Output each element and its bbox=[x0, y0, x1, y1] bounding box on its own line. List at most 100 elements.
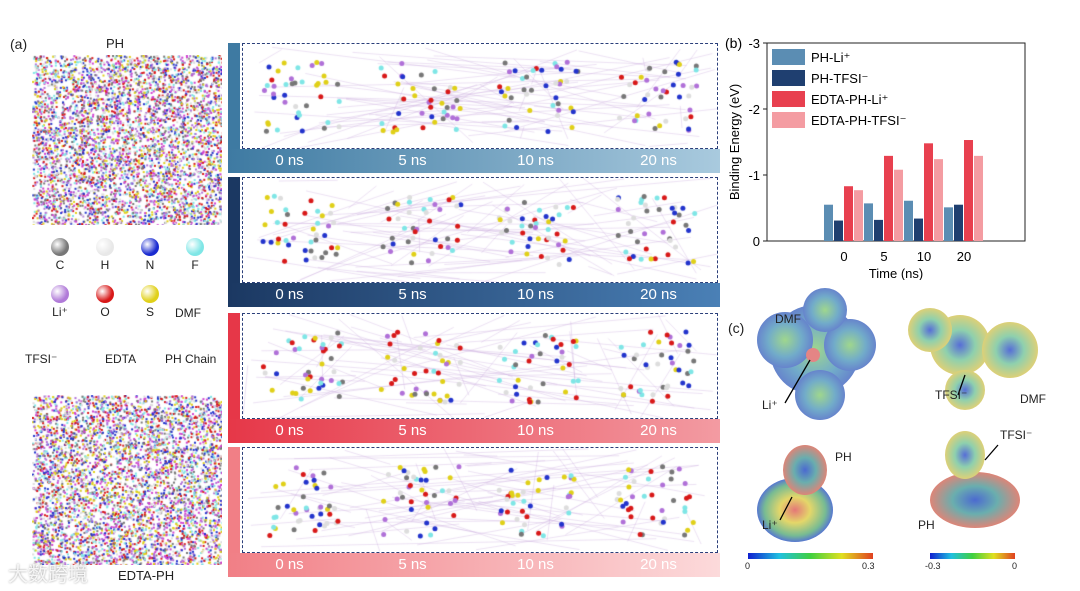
md-snapshot-row: 0 ns 5 ns 10 ns 20 ns bbox=[228, 177, 720, 307]
time-label: 10 ns bbox=[474, 553, 597, 577]
atom-ball-icon bbox=[96, 285, 114, 303]
bar bbox=[894, 170, 903, 241]
legend-label: PH-TFSI⁻ bbox=[811, 71, 868, 86]
md-snapshot-row: 0 ns 5 ns 10 ns 20 ns bbox=[228, 43, 720, 173]
binding-energy-chart: (b) 0 -1 -2 -3 0 5 10 20 Time (ns) Binding Energy … bbox=[725, 30, 1045, 280]
legend-label: EDTA-PH-Li⁺ bbox=[811, 92, 888, 107]
bar bbox=[904, 201, 913, 241]
annotation-ph: PH bbox=[835, 450, 852, 464]
annotation-tfsi: TFSI⁻ bbox=[935, 388, 967, 402]
x-tick-label: 10 bbox=[917, 249, 931, 264]
time-label: 0 ns bbox=[228, 283, 351, 307]
time-label: 20 ns bbox=[597, 149, 720, 173]
atom-ball-icon bbox=[96, 238, 114, 256]
annotation-li-2: Li⁺ bbox=[762, 518, 778, 532]
atom-ball-icon bbox=[141, 238, 159, 256]
atom-legend-item: C bbox=[40, 238, 80, 272]
molecule-label: EDTA bbox=[105, 352, 136, 366]
time-label: 10 ns bbox=[474, 419, 597, 443]
time-label: 10 ns bbox=[474, 283, 597, 307]
time-label: 20 ns bbox=[597, 553, 720, 577]
edta-ph-simulation-box bbox=[32, 395, 222, 565]
ph-simulation-box bbox=[32, 55, 222, 225]
annotation-ph-2: PH bbox=[918, 518, 935, 532]
colorbar-right bbox=[930, 553, 1015, 559]
colorbar-left-max: 0.3 bbox=[862, 561, 875, 571]
md-snapshot-row: 0 ns 5 ns 10 ns 20 ns bbox=[228, 313, 720, 443]
atom-legend-item: F bbox=[175, 238, 215, 272]
atom-label: H bbox=[101, 258, 110, 272]
y-tick-label: -2 bbox=[748, 102, 760, 117]
molecule-label: TFSI⁻ bbox=[25, 352, 57, 366]
legend-label: EDTA-PH-TFSI⁻ bbox=[811, 113, 906, 128]
bar bbox=[864, 203, 873, 241]
x-tick-label: 20 bbox=[957, 249, 971, 264]
bar bbox=[854, 190, 863, 241]
atom-legend-item: S bbox=[130, 285, 170, 319]
snapshot-frame bbox=[242, 447, 718, 553]
bar bbox=[964, 140, 973, 241]
annotation-tfsi-2: TFSI⁻ bbox=[1000, 428, 1032, 442]
atom-legend-item: N bbox=[130, 238, 170, 272]
y-axis-label: Binding Energy (eV) bbox=[727, 84, 742, 200]
legend-label: PH-Li⁺ bbox=[811, 50, 850, 65]
x-tick-label: 5 bbox=[880, 249, 887, 264]
atom-label: C bbox=[56, 258, 65, 272]
atom-ball-icon bbox=[51, 238, 69, 256]
time-label: 0 ns bbox=[228, 553, 351, 577]
esp-ph-tfsi bbox=[930, 431, 1020, 528]
time-label: 20 ns bbox=[597, 283, 720, 307]
esp-tfsi-dmf bbox=[908, 308, 1038, 410]
snapshot-frame bbox=[242, 43, 718, 149]
y-tick-label: -3 bbox=[748, 36, 760, 51]
y-tick-label: 0 bbox=[753, 234, 760, 249]
x-tick-label: 0 bbox=[840, 249, 847, 264]
bar bbox=[944, 207, 953, 241]
atom-legend-item: O bbox=[85, 285, 125, 319]
time-label: 5 ns bbox=[351, 553, 474, 577]
edta-ph-box-title: EDTA-PH bbox=[118, 568, 174, 583]
watermark: 大数跨境 bbox=[8, 558, 88, 587]
ph-box-title: PH bbox=[106, 36, 124, 51]
legend-swatch bbox=[772, 70, 805, 86]
molecule-label: DMF bbox=[175, 306, 201, 320]
colorbar-left-min: 0 bbox=[745, 561, 750, 571]
colorbar-right-max: 0 bbox=[1012, 561, 1017, 571]
bar bbox=[874, 220, 883, 241]
atom-label: F bbox=[191, 258, 198, 272]
md-snapshot-row: 0 ns 5 ns 10 ns 20 ns bbox=[228, 447, 720, 577]
atom-legend-item: Li⁺ bbox=[40, 285, 80, 319]
annotation-dmf: DMF bbox=[775, 312, 801, 326]
bar bbox=[974, 156, 983, 241]
atom-label: N bbox=[146, 258, 155, 272]
time-label: 20 ns bbox=[597, 419, 720, 443]
legend-swatch bbox=[772, 91, 805, 107]
bar bbox=[834, 221, 843, 241]
time-label: 0 ns bbox=[228, 419, 351, 443]
legend-swatch bbox=[772, 49, 805, 65]
atom-ball-icon bbox=[141, 285, 159, 303]
time-label: 10 ns bbox=[474, 149, 597, 173]
bar bbox=[824, 205, 833, 241]
colorbar-right-min: -0.3 bbox=[925, 561, 941, 571]
atom-label: S bbox=[146, 305, 154, 319]
annotation-dmf-2: DMF bbox=[1020, 392, 1046, 406]
bar bbox=[934, 159, 943, 241]
atom-ball-icon bbox=[186, 238, 204, 256]
atom-legend-item: H bbox=[85, 238, 125, 272]
bar bbox=[954, 205, 963, 241]
panel-a-label: (a) bbox=[10, 36, 27, 52]
time-label: 0 ns bbox=[228, 149, 351, 173]
bar bbox=[844, 186, 853, 241]
snapshot-frame bbox=[242, 313, 718, 419]
bar bbox=[884, 156, 893, 241]
annotation-li: Li⁺ bbox=[762, 398, 778, 412]
atom-label: Li⁺ bbox=[52, 305, 68, 319]
colorbar-left bbox=[748, 553, 873, 559]
time-label: 5 ns bbox=[351, 283, 474, 307]
atom-ball-icon bbox=[51, 285, 69, 303]
bar bbox=[924, 143, 933, 241]
time-label: 5 ns bbox=[351, 149, 474, 173]
bar bbox=[914, 219, 923, 241]
x-axis-label: Time (ns) bbox=[869, 266, 923, 280]
